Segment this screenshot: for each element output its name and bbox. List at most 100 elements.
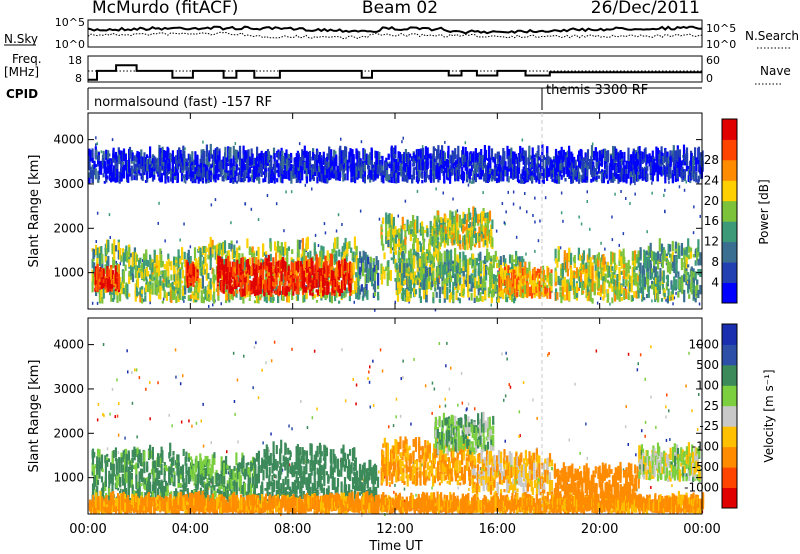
power-echo [112, 298, 115, 302]
power-echo [459, 222, 462, 228]
power-echo [511, 283, 515, 288]
power-echo [488, 210, 492, 221]
power-echo [477, 272, 480, 285]
power-echo [450, 249, 453, 260]
power-echo [280, 259, 283, 269]
power-echo [533, 267, 536, 281]
power-echo [579, 263, 583, 275]
power-speckle [304, 183, 307, 187]
power-echo [170, 260, 173, 271]
power-speckle [698, 302, 701, 306]
power-echo [596, 276, 599, 290]
power-echo [205, 247, 208, 252]
power-echo [265, 265, 268, 271]
power-echo [277, 165, 280, 178]
power-echo [265, 291, 268, 304]
power-echo [593, 282, 596, 296]
power-echo [656, 271, 659, 275]
power-echo [320, 256, 324, 267]
power-echo [295, 288, 298, 294]
power-echo [367, 166, 370, 174]
power-echo [140, 149, 143, 162]
power-echo [116, 159, 119, 166]
power-echo [602, 269, 605, 279]
power-speckle [266, 194, 269, 197]
power-echo [237, 172, 240, 182]
power-echo [113, 251, 116, 260]
power-echo [141, 286, 144, 290]
cpid-label: CPID [6, 87, 38, 101]
power-echo [218, 242, 221, 254]
power-echo [417, 280, 420, 286]
power-speckle [164, 239, 166, 243]
power-speckle [158, 201, 160, 205]
power-echo [394, 250, 397, 255]
power-echo [555, 258, 558, 264]
power-echo [248, 298, 251, 301]
power-echo [315, 289, 318, 293]
power-echo [88, 148, 91, 160]
power-echo [194, 266, 197, 280]
power-echo [242, 158, 245, 173]
power-echo [348, 295, 351, 302]
power-echo [281, 174, 284, 184]
power-echo [433, 233, 436, 247]
power-echo [475, 281, 479, 287]
power-echo [301, 279, 304, 289]
power-echo [201, 275, 204, 289]
power-echo [270, 275, 273, 284]
power-echo [628, 265, 632, 269]
power-echo [542, 283, 546, 288]
power-speckle [609, 302, 611, 306]
power-echo [251, 169, 254, 179]
power-echo [217, 255, 220, 270]
power-echo [138, 163, 141, 176]
power-echo [331, 248, 334, 259]
power-echo [120, 161, 123, 173]
power-echo [390, 231, 393, 243]
power-speckle [456, 209, 459, 213]
power-echo [410, 261, 413, 273]
power-echo [533, 294, 536, 298]
power-echo [563, 250, 566, 262]
power-echo [633, 291, 636, 298]
power-echo [318, 177, 322, 182]
power-echo [353, 255, 356, 258]
power-speckle [109, 236, 111, 239]
power-echo [145, 267, 148, 277]
nsearch-trace [87, 31, 703, 40]
power-echo [146, 159, 149, 164]
power-speckle [189, 245, 192, 249]
power-echo [268, 154, 271, 161]
power-echo [91, 157, 94, 163]
power-echo [345, 266, 348, 271]
power-echo [322, 168, 325, 176]
power-echo [241, 273, 244, 285]
power-echo [423, 277, 426, 287]
power-echo [345, 261, 348, 270]
power-echo [336, 268, 339, 282]
power-echo [453, 232, 456, 240]
power-echo [336, 275, 339, 283]
power-speckle [586, 190, 588, 194]
power-echo [439, 242, 442, 247]
power-echo [98, 160, 101, 168]
power-echo [330, 172, 333, 178]
power-echo [480, 276, 483, 285]
power-echo [685, 270, 688, 282]
power-echo [338, 264, 342, 274]
power-echo [225, 274, 228, 285]
power-echo [305, 277, 309, 284]
power-echo [538, 286, 541, 299]
power-echo [91, 258, 94, 269]
power-echo [365, 153, 368, 162]
power-echo [653, 251, 656, 265]
power-echo [124, 154, 127, 167]
power-echo [196, 155, 199, 159]
power-echo [232, 145, 235, 158]
power-echo [675, 261, 678, 274]
power-echo [687, 238, 690, 251]
power-echo [510, 280, 513, 295]
power-echo [303, 145, 306, 158]
power-echo [637, 257, 640, 268]
